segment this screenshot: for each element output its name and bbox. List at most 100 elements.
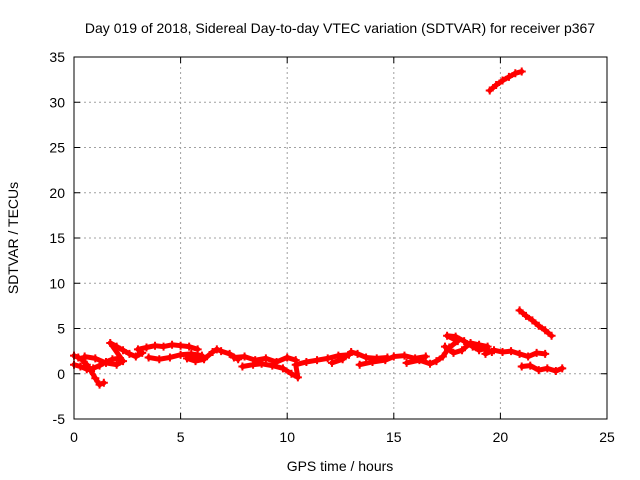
data-point [415, 356, 424, 365]
data-point [225, 349, 234, 358]
data-point [168, 340, 177, 349]
x-tick-label: 5 [177, 429, 185, 445]
data-point [517, 67, 526, 76]
data-point [217, 347, 226, 356]
data-point [114, 354, 123, 363]
data-point [353, 349, 362, 358]
data-point [131, 352, 140, 361]
data-point [381, 356, 390, 365]
data-point [521, 311, 530, 320]
data-point [507, 347, 516, 356]
plot-points [70, 67, 567, 389]
data-point [293, 373, 302, 382]
data-point [443, 331, 452, 340]
y-tick-label: 35 [49, 49, 65, 65]
data-point [547, 331, 556, 340]
data-point [449, 348, 458, 357]
data-point [432, 357, 441, 366]
data-point [541, 326, 550, 335]
series-1 [485, 67, 526, 95]
x-tick-label: 0 [70, 429, 78, 445]
data-point [368, 357, 377, 366]
data-point [99, 378, 108, 387]
series-2 [515, 306, 556, 340]
data-point [76, 362, 85, 371]
data-point [142, 343, 151, 352]
data-point [272, 357, 281, 366]
data-point [159, 342, 168, 351]
data-point [411, 354, 420, 363]
grid [74, 57, 607, 419]
data-point [323, 354, 332, 363]
data-point [515, 306, 524, 315]
data-point [185, 342, 194, 351]
series-0 [70, 331, 567, 389]
data-point [551, 367, 560, 376]
data-point [526, 361, 535, 370]
data-point [511, 69, 520, 78]
data-point [400, 351, 409, 360]
x-tick-label: 20 [493, 429, 509, 445]
y-tick-label: -5 [53, 411, 66, 427]
data-point [138, 348, 147, 357]
data-point [144, 353, 153, 362]
data-point [532, 348, 541, 357]
data-point [91, 374, 100, 383]
data-point [187, 349, 196, 358]
data-point [534, 366, 543, 375]
data-point [492, 81, 501, 90]
data-point [458, 346, 467, 355]
y-axis-label: SDTVAR / TECUs [5, 182, 21, 294]
data-point [278, 364, 287, 373]
data-point [112, 360, 121, 369]
data-point [106, 338, 115, 347]
data-point [283, 353, 292, 362]
data-point [504, 72, 513, 81]
data-point [155, 355, 164, 364]
data-point [80, 352, 89, 361]
data-point [372, 354, 381, 363]
data-point [133, 345, 142, 354]
data-point [426, 359, 435, 368]
data-point [451, 332, 460, 341]
data-point [515, 349, 524, 358]
data-point [421, 352, 430, 361]
data-point [466, 338, 475, 347]
data-point [119, 357, 128, 366]
data-point [528, 316, 537, 325]
data-point [101, 358, 110, 367]
data-point [234, 355, 243, 364]
data-point [176, 350, 185, 359]
data-point [191, 357, 200, 366]
data-point [490, 346, 499, 355]
x-axis: 0 5 10 15 20 25 [70, 57, 615, 445]
x-tick-label: 25 [599, 429, 615, 445]
data-point [176, 341, 185, 350]
data-point [498, 76, 507, 85]
data-point [257, 359, 266, 368]
data-point [89, 364, 98, 373]
data-point [95, 380, 104, 389]
y-tick-label: 30 [49, 94, 65, 110]
data-point [112, 342, 121, 351]
data-point [558, 364, 567, 373]
x-axis-label: GPS time / hours [287, 458, 394, 474]
data-point [534, 321, 543, 330]
y-tick-label: 0 [57, 366, 65, 382]
data-point [302, 357, 311, 366]
data-point [95, 361, 104, 370]
data-point [182, 354, 191, 363]
data-point [338, 355, 347, 364]
data-point [229, 353, 238, 362]
data-point [355, 360, 364, 369]
data-point [268, 361, 277, 370]
data-point [402, 358, 411, 367]
data-point [481, 349, 490, 358]
data-point [91, 354, 100, 363]
data-point [119, 346, 128, 355]
data-point [151, 341, 160, 350]
data-point [334, 351, 343, 360]
data-point [347, 348, 356, 357]
x-tick-label: 10 [279, 429, 295, 445]
